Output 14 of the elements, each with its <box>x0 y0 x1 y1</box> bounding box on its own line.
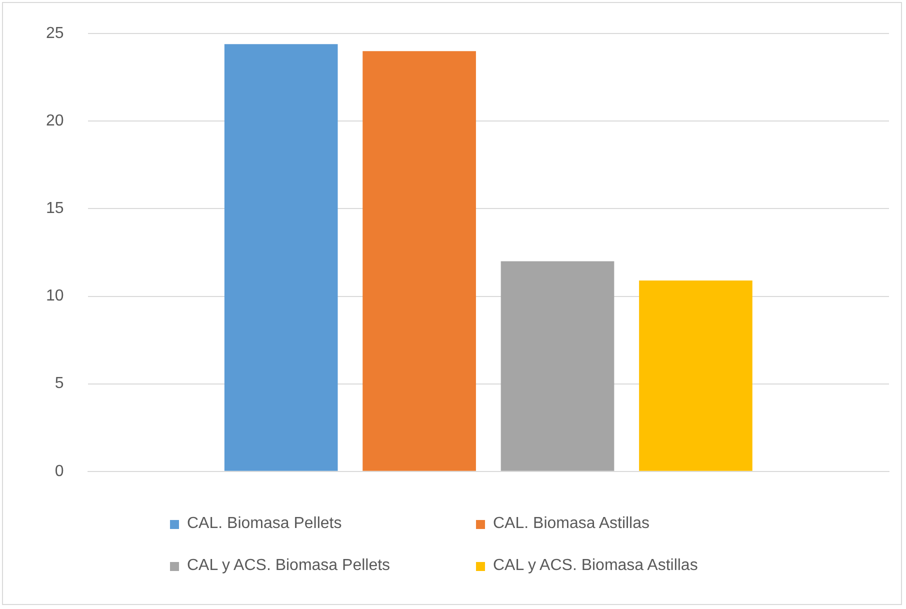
y-tick-label: 25 <box>46 25 64 42</box>
legend-label: CAL y ACS. Biomasa Pellets <box>187 557 390 575</box>
bar <box>224 44 338 471</box>
y-tick-label: 20 <box>46 112 64 130</box>
bar <box>362 51 476 471</box>
y-tick-label: 5 <box>54 375 64 392</box>
y-tick-label: 0 <box>54 462 64 480</box>
legend-label: CAL. Biomasa Astillas <box>493 515 650 533</box>
y-tick-label: 15 <box>46 200 64 218</box>
legend-label: CAL y ACS. Biomasa Astillas <box>493 557 698 575</box>
y-tick-label: 10 <box>46 288 64 305</box>
bar <box>500 261 614 471</box>
legend-label: CAL. Biomasa Pellets <box>187 515 342 533</box>
bar <box>639 280 752 471</box>
